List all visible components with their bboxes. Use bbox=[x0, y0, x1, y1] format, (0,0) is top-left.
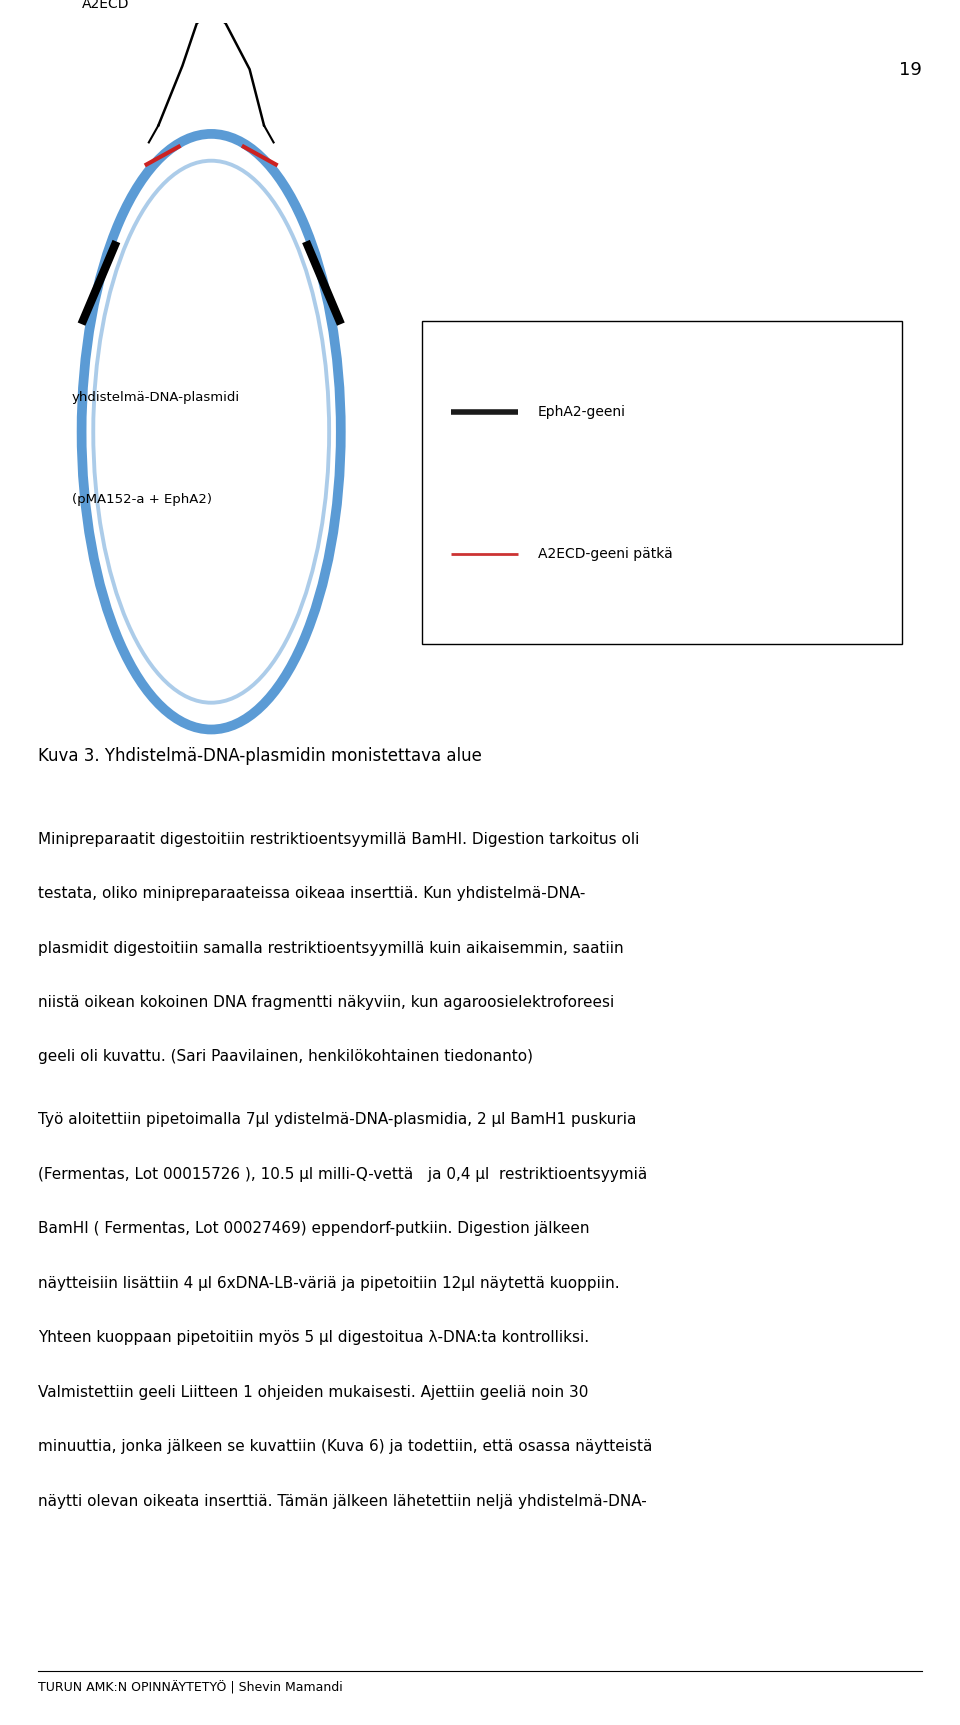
Bar bbox=[422, 321, 902, 645]
Text: 19: 19 bbox=[899, 60, 922, 79]
Text: TURUN AMK:N OPINNÄYTETYÖ | Shevin Mamandi: TURUN AMK:N OPINNÄYTETYÖ | Shevin Mamand… bbox=[38, 1680, 343, 1694]
Text: Kuva 3. Yhdistelmä-DNA-plasmidin monistettava alue: Kuva 3. Yhdistelmä-DNA-plasmidin moniste… bbox=[38, 747, 482, 764]
Text: plasmidit digestoitiin samalla restriktioentsyymillä kuin aikaisemmin, saatiin: plasmidit digestoitiin samalla restrikti… bbox=[38, 940, 624, 956]
Text: minuuttia, jonka jälkeen se kuvattiin (Kuva 6) ja todettiin, että osassa näyttei: minuuttia, jonka jälkeen se kuvattiin (K… bbox=[38, 1439, 653, 1454]
Text: niistä oikean kokoinen DNA fragmentti näkyviin, kun agaroosielektroforeesi: niistä oikean kokoinen DNA fragmentti nä… bbox=[38, 995, 614, 1009]
Text: yhdistelmä-DNA-plasmidi: yhdistelmä-DNA-plasmidi bbox=[72, 392, 240, 404]
Text: geeli oli kuvattu. (Sari Paavilainen, henkilökohtainen tiedonanto): geeli oli kuvattu. (Sari Paavilainen, he… bbox=[38, 1049, 534, 1064]
Text: testata, oliko minipreparaateissa oikeaa inserttiä. Kun yhdistelmä-DNA-: testata, oliko minipreparaateissa oikeaa… bbox=[38, 887, 586, 900]
Text: A2ECD-geeni pätkä: A2ECD-geeni pätkä bbox=[538, 547, 672, 561]
Text: (Fermentas, Lot 00015726 ), 10.5 µl milli-Q-vettä   ja 0,4 µl  restriktioentsyym: (Fermentas, Lot 00015726 ), 10.5 µl mill… bbox=[38, 1166, 648, 1182]
Text: Valmistettiin geeli Liitteen 1 ohjeiden mukaisesti. Ajettiin geeliä noin 30: Valmistettiin geeli Liitteen 1 ohjeiden … bbox=[38, 1385, 588, 1399]
Text: Yhteen kuoppaan pipetoitiin myös 5 µl digestoitua λ-DNA:ta kontrolliksi.: Yhteen kuoppaan pipetoitiin myös 5 µl di… bbox=[38, 1330, 589, 1346]
Text: A2ECD: A2ECD bbox=[82, 0, 129, 12]
Text: Työ aloitettiin pipetoimalla 7µl ydistelmä-DNA-plasmidia, 2 µl BamH1 puskuria: Työ aloitettiin pipetoimalla 7µl ydistel… bbox=[38, 1113, 636, 1128]
Text: näytti olevan oikeata inserttiä. Tämän jälkeen lähetettiin neljä yhdistelmä-DNA-: näytti olevan oikeata inserttiä. Tämän j… bbox=[38, 1494, 647, 1509]
Text: EphA2-geeni: EphA2-geeni bbox=[538, 405, 626, 419]
Text: Minipreparaatit digestoitiin restriktioentsyymillä BamHI. Digestion tarkoitus ol: Minipreparaatit digestoitiin restriktioe… bbox=[38, 831, 639, 847]
Text: näytteisiin lisättiin 4 µl 6xDNA-LB-väriä ja pipetoitiin 12µl näytettä kuoppiin.: näytteisiin lisättiin 4 µl 6xDNA-LB-väri… bbox=[38, 1276, 620, 1290]
Text: (pMA152-a + EphA2): (pMA152-a + EphA2) bbox=[72, 493, 212, 505]
Text: BamHI ( Fermentas, Lot 00027469) eppendorf-putkiin. Digestion jälkeen: BamHI ( Fermentas, Lot 00027469) eppendo… bbox=[38, 1221, 589, 1237]
